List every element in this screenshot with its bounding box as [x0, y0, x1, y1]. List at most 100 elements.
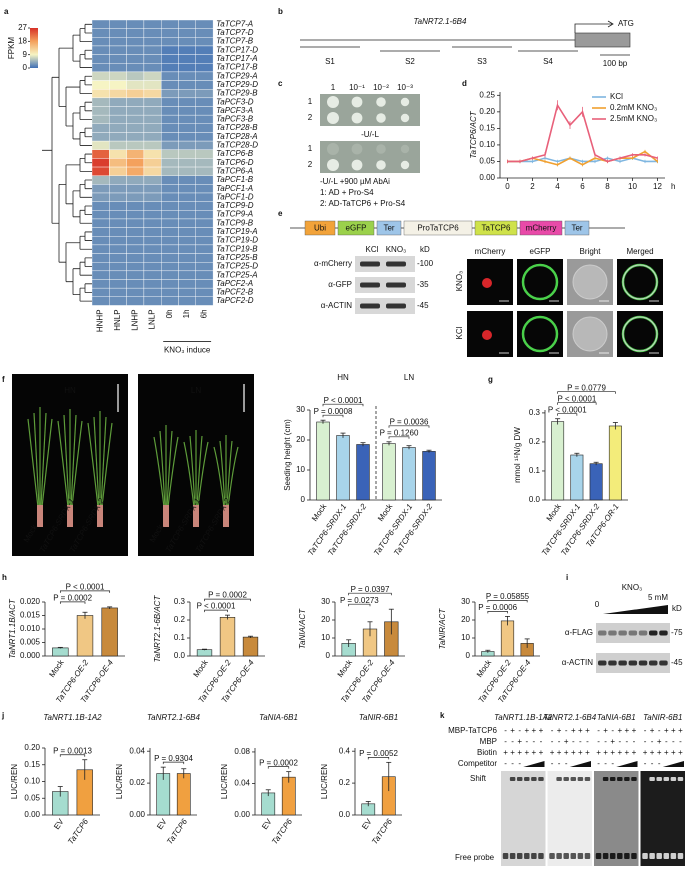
- heatmap-cell: [178, 149, 196, 159]
- lane-sign: -: [511, 737, 514, 746]
- heatmap-cell: [109, 287, 127, 297]
- lane-sign: -: [651, 759, 654, 768]
- significance-bracket: [204, 609, 228, 613]
- heatmap-cell: [91, 287, 110, 297]
- lane-sign: +: [678, 726, 683, 735]
- heatmap-cell: [109, 37, 127, 47]
- heatmap-cell: [109, 296, 127, 306]
- heatmap-cell: [109, 262, 127, 272]
- heatmap-cell: [126, 279, 145, 289]
- heatmap-cell: [109, 114, 127, 125]
- x-tick-label: TaTCP6: [165, 817, 189, 846]
- condition-label: KNO₃: [455, 271, 464, 292]
- row-label: TaTCP6-D: [216, 158, 254, 167]
- shift-band: [577, 777, 584, 781]
- y-tick-label: 0.05: [479, 157, 495, 166]
- heatmap-cell: [178, 184, 196, 194]
- row-label: 2: [308, 113, 313, 122]
- colorbar-label: FPKM: [7, 37, 16, 60]
- heatmap-cell: [109, 140, 127, 150]
- lane-sign: +: [650, 748, 655, 757]
- construct-label: TaTCP6: [482, 224, 511, 233]
- panel-label: a: [4, 7, 9, 16]
- colony: [400, 113, 410, 123]
- colorbar-tick-label: 0: [23, 63, 28, 72]
- heatmap-cell: [126, 166, 145, 176]
- heatmap-cell: [160, 201, 179, 211]
- free-probe-band: [663, 853, 670, 859]
- heatmap-cell: [178, 140, 196, 150]
- band: [618, 660, 627, 666]
- free-probe-band: [538, 853, 544, 859]
- chart-title: TaNRT2.1-6B4: [147, 713, 200, 722]
- heatmap-cell: [195, 28, 214, 38]
- y-tick-label: 0.3: [174, 597, 186, 606]
- heatmap-cell: [178, 28, 196, 38]
- heatmap-cell: [126, 253, 145, 263]
- gel: [501, 771, 546, 866]
- heatmap-cell: [126, 201, 145, 211]
- heatmap-cell: [178, 45, 196, 55]
- heatmap-cell: [126, 244, 145, 254]
- y-axis-label: TaTCP6/ACT: [469, 110, 478, 158]
- colony: [376, 160, 386, 170]
- lane-sign: +: [532, 726, 537, 735]
- heatmap-cell: [91, 132, 110, 142]
- heatmap-cell: [109, 227, 127, 237]
- lane-sign: -: [665, 737, 668, 746]
- lane-sign: +: [539, 748, 544, 757]
- lane-sign: +: [517, 737, 522, 746]
- cell-outline: [622, 264, 658, 300]
- heatmap-cell: [160, 28, 179, 38]
- heatmap-cell: [178, 19, 196, 29]
- row-label: TaTCP28-D: [216, 141, 258, 150]
- y-tick-label: 0.2: [174, 615, 186, 624]
- row-label: TaTCP25-A: [216, 270, 258, 279]
- y-tick-label: 0.20: [24, 743, 40, 752]
- y-tick-label: 30: [461, 597, 470, 606]
- x-tick-label: 2: [530, 182, 535, 191]
- blot: [355, 298, 415, 314]
- heatmap-cell: [143, 296, 162, 306]
- y-tick-label: 0.010: [20, 624, 41, 633]
- heatmap-cell: [143, 184, 162, 194]
- lane-sign: +: [650, 726, 655, 735]
- heatmap-cell: [195, 279, 214, 289]
- concentration-wedge: [603, 605, 668, 614]
- x-tick-label: TaTCP6: [66, 817, 90, 846]
- band: [386, 261, 406, 267]
- gel: [640, 771, 685, 866]
- row-label: TaPCF2-B: [216, 288, 254, 297]
- y-tick-label: 0.08: [234, 747, 250, 756]
- band: [659, 660, 668, 666]
- heatmap-cell: [195, 201, 214, 211]
- significance-bracket: [204, 598, 251, 602]
- p-value: P = 0.0013: [53, 746, 92, 755]
- heatmap-cell: [143, 253, 162, 263]
- heatmap-cell: [160, 192, 179, 202]
- competitor-wedge: [569, 761, 591, 767]
- x-tick-label: EV: [155, 817, 169, 831]
- heatmap-cell: [126, 270, 145, 280]
- lane-sign: -: [579, 737, 582, 746]
- cell: [521, 263, 559, 301]
- band: [659, 630, 668, 636]
- heatmap-cell: [143, 71, 162, 81]
- heatmap-cell: [195, 192, 214, 202]
- bar: [551, 421, 565, 501]
- heatmap-cell: [160, 236, 179, 246]
- size-label: -75: [671, 628, 683, 637]
- lane-sign: -: [658, 759, 661, 768]
- y-tick-label: 0.10: [24, 777, 40, 786]
- lane-sign: +: [643, 748, 648, 757]
- heatmap-cell: [160, 140, 179, 150]
- lane-sign: -: [611, 726, 614, 735]
- significance-bracket: [388, 436, 410, 439]
- band: [360, 282, 380, 288]
- significance-bracket: [557, 391, 616, 394]
- lane-sign: -: [558, 759, 561, 768]
- free-probe-band: [524, 853, 530, 859]
- heatmap-cell: [126, 106, 145, 116]
- row-label: TaPCF3-A: [216, 106, 253, 115]
- lane-sign: +: [539, 726, 544, 735]
